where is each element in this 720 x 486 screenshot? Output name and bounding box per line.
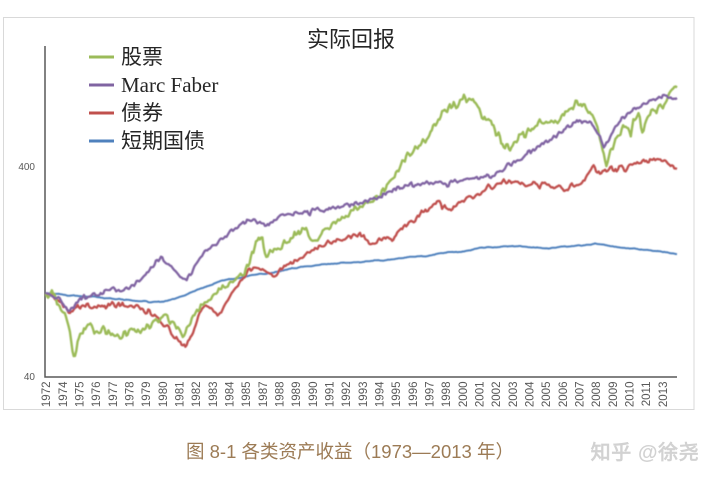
svg-text:1996: 1996 (408, 382, 420, 408)
svg-text:短期国债: 短期国债 (121, 129, 205, 153)
svg-text:1987: 1987 (258, 382, 270, 408)
svg-text:1998: 1998 (441, 382, 453, 408)
svg-text:1978: 1978 (125, 382, 137, 408)
svg-text:400: 400 (18, 162, 35, 173)
svg-text:2008: 2008 (591, 382, 603, 408)
svg-text:1997: 1997 (425, 382, 437, 408)
svg-text:债券: 债券 (121, 101, 163, 125)
svg-text:图 8-1 各类资产收益（1973—2013 年）: 图 8-1 各类资产收益（1973—2013 年） (186, 441, 514, 462)
svg-text:1980: 1980 (158, 382, 170, 408)
svg-text:1983: 1983 (208, 382, 220, 408)
svg-text:1972: 1972 (41, 382, 53, 408)
svg-text:1988: 1988 (275, 382, 287, 408)
svg-text:1984: 1984 (225, 381, 237, 407)
svg-text:2007: 2007 (575, 382, 587, 408)
svg-text:股票: 股票 (121, 45, 163, 69)
svg-text:1977: 1977 (108, 382, 120, 408)
svg-text:2010: 2010 (625, 382, 637, 408)
svg-text:1992: 1992 (341, 382, 353, 408)
svg-text:1990: 1990 (308, 382, 320, 408)
svg-text:知乎 @徐尧: 知乎 @徐尧 (591, 440, 700, 464)
svg-text:实际回报: 实际回报 (307, 27, 395, 52)
svg-text:1993: 1993 (358, 382, 370, 408)
svg-text:2013: 2013 (658, 382, 670, 408)
svg-text:1982: 1982 (191, 382, 203, 408)
svg-text:2000: 2000 (458, 382, 470, 408)
svg-text:1985: 1985 (241, 382, 253, 408)
svg-text:1974: 1974 (58, 381, 70, 407)
svg-text:1979: 1979 (141, 382, 153, 408)
svg-text:1994: 1994 (375, 381, 387, 407)
svg-text:2006: 2006 (558, 382, 570, 408)
svg-text:2004: 2004 (525, 381, 537, 407)
svg-text:2009: 2009 (608, 382, 620, 408)
svg-text:1989: 1989 (291, 382, 303, 408)
svg-text:2003: 2003 (508, 382, 520, 408)
svg-text:1981: 1981 (175, 382, 187, 408)
svg-text:2011: 2011 (641, 382, 653, 407)
svg-text:1995: 1995 (391, 382, 403, 408)
svg-text:1991: 1991 (325, 382, 337, 408)
svg-text:40: 40 (24, 372, 36, 383)
svg-text:2005: 2005 (541, 382, 553, 408)
svg-text:1976: 1976 (91, 382, 103, 408)
svg-text:Marc Faber: Marc Faber (121, 73, 218, 97)
svg-text:2002: 2002 (491, 382, 503, 408)
svg-text:2001: 2001 (475, 382, 487, 408)
svg-text:1975: 1975 (74, 382, 86, 408)
